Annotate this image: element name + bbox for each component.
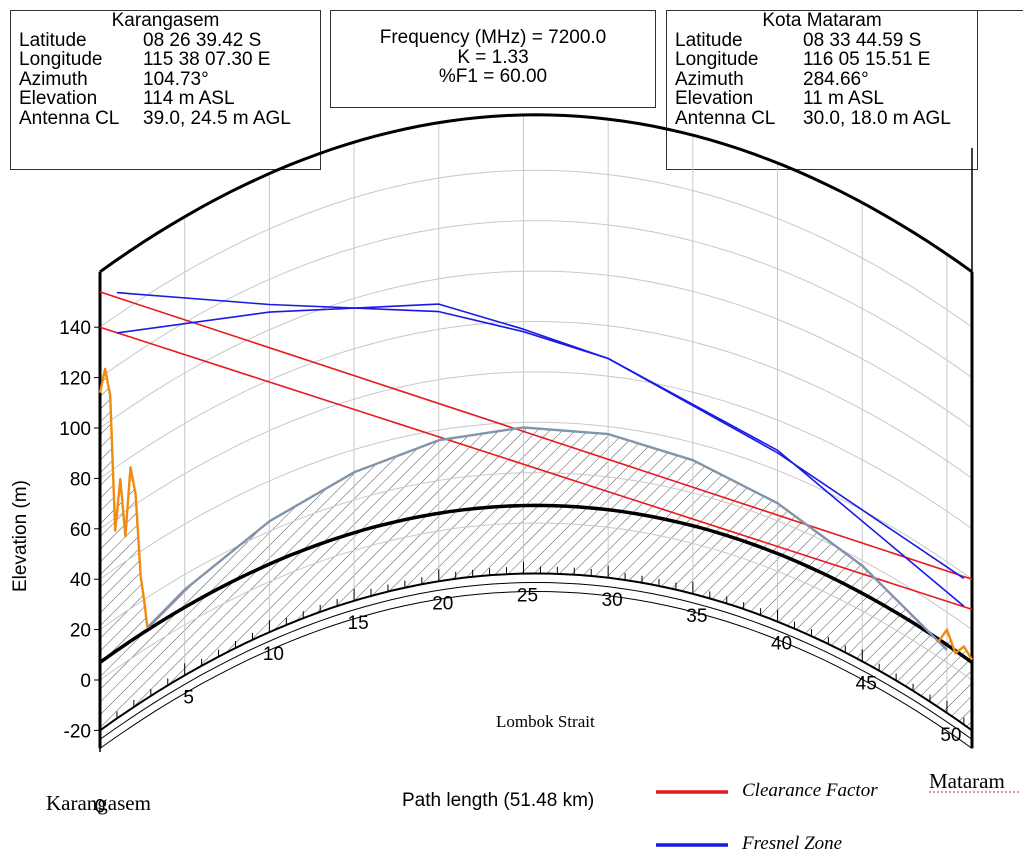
site-b-row-value: 284.66°	[803, 68, 869, 90]
site-a-row-value: 104.73°	[143, 68, 209, 90]
site-a-name: Karangasem	[111, 10, 220, 31]
site-a-row-value: 39.0, 24.5 m AGL	[143, 107, 291, 129]
site-b-row-key: Antenna CL	[675, 107, 776, 129]
x-tick-label: 20	[432, 593, 453, 614]
clearance-factor-line	[99, 291, 973, 580]
site-a-row: Azimuth 104.73°	[11, 68, 320, 90]
x-tick-label: 0	[95, 796, 106, 817]
site-a-row-key: Elevation	[19, 88, 98, 109]
site-b-row: Azimuth 284.66°	[667, 68, 977, 90]
x-tick-label: 35	[686, 606, 707, 627]
site-b-row: Elevation 11 m ASL	[667, 89, 977, 109]
frame-top-arc	[99, 113, 973, 274]
y-tick-label: 120	[59, 369, 91, 390]
site-a-row: Antenna CL 39.0, 24.5 m AGL	[11, 107, 320, 129]
grid-arc	[99, 169, 973, 328]
y-tick-label: -20	[64, 721, 91, 742]
site-b-row-key: Latitude	[675, 29, 743, 51]
site-a-row-value: 08 26 39.42 S	[143, 29, 262, 51]
site-a-row-value: 114 m ASL	[143, 88, 235, 109]
site-a-row: Latitude 08 26 39.42 S	[11, 29, 320, 51]
legend-fresnel-label: Fresnel Zone	[742, 833, 843, 854]
x-tick-label: 5	[183, 687, 194, 708]
site-a-row: Longitude 115 38 07.30 E	[11, 50, 320, 70]
site-a-row-key: Longitude	[19, 49, 103, 70]
grid-arc	[99, 270, 973, 429]
site-b-row: Latitude 08 33 44.59 S	[667, 29, 977, 51]
fresnel-zone-line	[116, 303, 965, 607]
frame-bottom-arc-3	[99, 590, 973, 749]
x-tick-label: 50	[940, 725, 961, 746]
clearance-factor-line	[99, 326, 973, 611]
site-a-row-key: Latitude	[19, 29, 87, 51]
site-b-row-value: 30.0, 18.0 m AGL	[803, 107, 951, 129]
terrain-site-segment	[937, 628, 974, 661]
x-tick-label: 25	[517, 586, 538, 607]
x-tick-label: 30	[602, 590, 623, 611]
terrain-site-segment	[98, 367, 149, 628]
site-a-row-value: 115 38 07.30 E	[143, 49, 271, 70]
site-b-row-key: Elevation	[675, 88, 754, 109]
legend-clearance-label: Clearance Factor	[742, 780, 878, 801]
y-tick-label: 40	[70, 570, 91, 591]
site-b-row-key: Azimuth	[675, 68, 744, 90]
grid-arc	[99, 320, 973, 479]
grid-arc	[99, 220, 973, 379]
window-border-line	[978, 10, 1023, 11]
y-tick-label: 100	[59, 419, 91, 440]
site-b-name: Kota Mataram	[762, 10, 882, 31]
f1-text: %F1 = 60.00	[438, 66, 548, 87]
y-axis-label: Elevation (m)	[10, 480, 31, 592]
site-a-row-key: Azimuth	[19, 68, 88, 90]
x-tick-label: 15	[348, 613, 369, 634]
x-tick-label: 10	[263, 644, 284, 665]
y-tick-label: 140	[59, 318, 91, 339]
site-a-row: Elevation 114 m ASL	[11, 89, 320, 109]
y-tick-label: 20	[70, 621, 91, 642]
earth-arc	[98, 503, 974, 664]
k-factor-text: K = 1.33	[457, 46, 529, 68]
site-b-row: Longitude 116 05 15.51 E	[667, 50, 977, 70]
frame-bottom-arc	[99, 572, 973, 732]
terrain-profile	[146, 426, 948, 651]
y-tick-label: 80	[70, 469, 91, 490]
y-tick-label: 0	[80, 671, 91, 692]
strait-label: Lombok Strait	[496, 712, 595, 731]
fresnel-zone-line	[116, 291, 965, 580]
grid-arc	[99, 371, 973, 530]
x-tick-label: 45	[856, 673, 877, 694]
site-b-row: Antenna CL 30.0, 18.0 m AGL	[667, 107, 977, 129]
y-tick-label: 60	[70, 520, 91, 541]
end-site-label: Mataram	[929, 769, 1005, 793]
frequency-text: Frequency (MHz) = 7200.0	[379, 27, 607, 48]
site-a-row-key: Antenna CL	[19, 107, 120, 129]
site-b-row-value: 11 m ASL	[803, 88, 884, 109]
grid-arc	[99, 522, 973, 681]
link-info-box: Frequency (MHz) = 7200.0 K = 1.33 %F1 = …	[330, 10, 656, 108]
site-b-row-value: 116 05 15.51 E	[803, 49, 931, 70]
x-tick-label: 40	[771, 634, 792, 655]
site-b-row-key: Longitude	[675, 49, 759, 70]
grid-arc	[99, 472, 973, 631]
frame-bottom-arc-2	[99, 581, 973, 740]
site-b-row-value: 08 33 44.59 S	[803, 29, 922, 51]
site-b-info-box: Kota Mataram Latitude 08 33 44.59 S Longit…	[666, 10, 978, 170]
site-a-info-box: Karangasem Latitude 08 26 39.42 S Longitud…	[10, 10, 321, 170]
ground-hatch	[100, 368, 972, 731]
x-axis-label: Path length (51.48 km)	[402, 790, 595, 811]
start-site-label: Karangasem	[46, 791, 151, 815]
